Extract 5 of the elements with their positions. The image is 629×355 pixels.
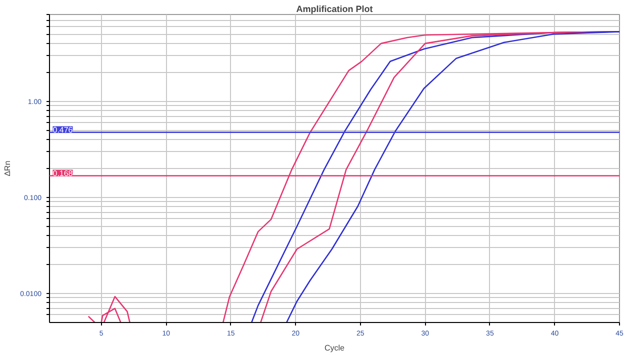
- x-axis-title: Cycle: [324, 344, 346, 352]
- y-axis-title: ΔRn: [3, 160, 12, 176]
- ref-line-label: 0.476: [52, 125, 74, 134]
- ref-line-label: 0.168: [52, 168, 74, 178]
- chart-title: Amplification Plot: [296, 4, 373, 14]
